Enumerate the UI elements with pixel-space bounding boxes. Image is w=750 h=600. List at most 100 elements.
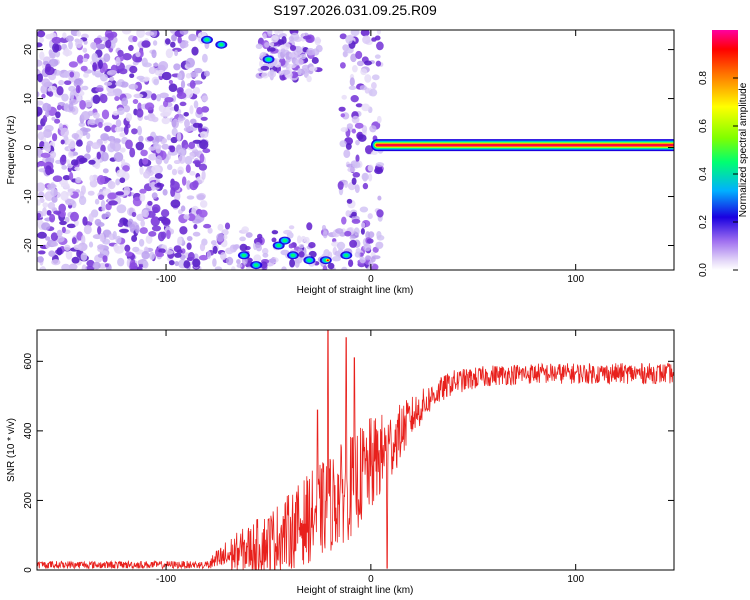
heatmap-cell: [361, 172, 369, 181]
heatmap-cell: [341, 266, 348, 270]
heatmap-cell: [164, 249, 174, 255]
heatmap-cell: [306, 75, 312, 83]
heatmap-cell: [360, 222, 366, 229]
heatmap-cell: [65, 191, 74, 196]
heatmap-cell: [80, 65, 88, 72]
heatmap-cell: [164, 38, 171, 45]
heatmap-cell: [138, 263, 144, 268]
heatmap-cell: [294, 257, 303, 264]
heatmap-cell: [37, 212, 42, 219]
heatmap-cell: [188, 33, 197, 42]
heatmap-cell: [64, 216, 70, 223]
spectrogram-frame: [36, 29, 675, 271]
heatmap-cell: [156, 182, 161, 187]
colorbar-tick-label: 0.2: [698, 215, 709, 229]
heatmap-cell: [375, 162, 385, 167]
heatmap-cell: [289, 258, 296, 268]
heatmap-cell: [129, 147, 136, 158]
heatmap-cell: [201, 170, 206, 181]
heatmap-cell: [52, 69, 62, 76]
heatmap-cell: [78, 195, 87, 206]
heatmap-cell: [68, 40, 73, 50]
heatmap-cell: [261, 72, 269, 79]
heatmap-cell: [338, 106, 346, 112]
heatmap-cell: [91, 142, 101, 150]
heatmap-cell: [61, 263, 71, 270]
heatmap-cell: [142, 260, 149, 269]
heatmap-cell: [179, 30, 189, 36]
heatmap-cell: [290, 253, 296, 257]
heatmap-cell: [194, 80, 202, 85]
heatmap-cell: [343, 149, 351, 159]
heatmap-cell: [70, 211, 79, 222]
heatmap-cell: [281, 266, 287, 270]
heatmap-cell: [82, 127, 91, 133]
heatmap-cell: [51, 133, 58, 142]
heatmap-cell: [82, 216, 88, 226]
heatmap-cell: [198, 254, 209, 261]
heatmap-cell: [159, 92, 169, 99]
heatmap-cell: [50, 232, 59, 241]
heatmap-cell: [82, 57, 88, 63]
heatmap-cell: [183, 112, 189, 117]
heatmap-cell: [69, 150, 74, 157]
heatmap-cell: [375, 241, 384, 249]
colorbar-gradient: [712, 30, 738, 270]
heatmap-cell: [152, 40, 158, 46]
heatmap-cell: [255, 43, 263, 50]
heatmap-cell: [104, 81, 113, 86]
heatmap-cell: [183, 260, 191, 269]
heatmap-cell: [186, 195, 195, 200]
heatmap-cell: [295, 58, 304, 66]
heatmap-cell: [92, 94, 101, 104]
heatmap-cell: [51, 116, 56, 121]
heatmap-cell: [177, 166, 185, 175]
heatmap-cell: [161, 117, 171, 125]
heatmap-cell: [46, 209, 52, 216]
heatmap-cell: [132, 35, 138, 43]
heatmap-cell: [58, 203, 67, 213]
heatmap-cell: [179, 101, 187, 107]
heatmap-cell: [44, 66, 55, 76]
heatmap-cell: [255, 242, 261, 249]
heatmap-cell: [62, 32, 67, 39]
heatmap-cell: [65, 250, 73, 260]
heatmap-cell: [180, 80, 186, 89]
heatmap-cell: [76, 30, 82, 37]
heatmap-cell: [351, 218, 361, 224]
heatmap-cell: [268, 258, 276, 263]
heatmap-cell: [71, 256, 80, 264]
colorbar-ticks: 0.0 0.2 0.4 0.6 0.8: [698, 71, 738, 277]
heatmap-cell: [117, 222, 124, 228]
heatmap-cell: [351, 177, 357, 185]
heatmap-cell: [161, 138, 168, 144]
heatmap-cell: [97, 226, 102, 235]
heatmap-cell: [92, 261, 101, 270]
heatmap-cell: [185, 164, 191, 174]
heatmap-cell: [80, 234, 86, 245]
heatmap-cell: [107, 180, 116, 190]
heatmap-cell: [294, 54, 303, 59]
heatmap-cell: [61, 165, 68, 170]
heatmap-cell: [112, 230, 117, 240]
heatmap-cell: [37, 72, 43, 83]
heatmap-cell: [68, 263, 78, 270]
heatmap-cell: [102, 255, 108, 263]
heatmap-cell: [135, 51, 141, 58]
heatmap-cell: [198, 31, 207, 38]
heatmap-cell: [135, 141, 145, 151]
heatmap-cell: [199, 153, 205, 163]
heatmap-cell: [112, 142, 122, 152]
heatmap-cell: [266, 57, 271, 62]
heatmap-cell: [339, 140, 347, 148]
heatmap-cell: [364, 74, 372, 83]
heatmap-cell: [51, 259, 61, 266]
heatmap-cell: [109, 76, 115, 82]
y-tick-label: 200: [23, 492, 34, 509]
heatmap-cell: [60, 73, 68, 78]
heatmap-cell: [192, 258, 201, 268]
heatmap-cell: [282, 239, 287, 243]
heatmap-cell: [356, 60, 364, 67]
heatmap-cell: [151, 192, 158, 199]
